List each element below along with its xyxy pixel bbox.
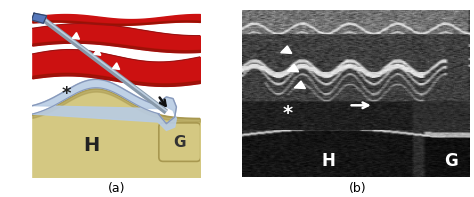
Polygon shape [112, 63, 119, 70]
Text: *: * [61, 85, 71, 103]
Polygon shape [32, 13, 46, 23]
Polygon shape [288, 64, 299, 72]
FancyBboxPatch shape [159, 123, 201, 161]
Text: H: H [321, 151, 335, 170]
Polygon shape [72, 33, 80, 39]
Text: (b): (b) [349, 182, 367, 195]
Polygon shape [32, 79, 176, 130]
Polygon shape [94, 49, 101, 55]
Text: (a): (a) [108, 182, 125, 195]
Text: G: G [173, 135, 186, 150]
Text: *: * [282, 104, 292, 123]
Text: H: H [83, 136, 99, 155]
Text: G: G [444, 151, 458, 170]
Polygon shape [281, 46, 292, 53]
Polygon shape [294, 81, 305, 89]
